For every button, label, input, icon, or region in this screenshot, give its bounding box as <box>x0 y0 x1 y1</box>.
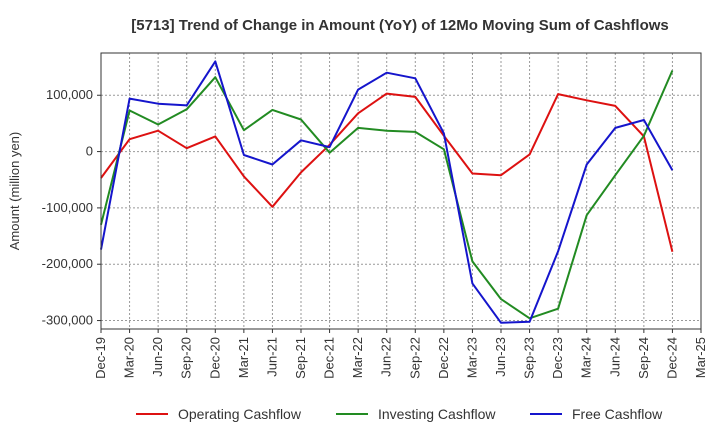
x-tick-label: Mar-20 <box>122 337 137 378</box>
x-tick-label: Jun-21 <box>264 337 279 377</box>
plot-area-frame <box>100 52 702 330</box>
legend-label: Free Cashflow <box>572 406 663 422</box>
x-tick-label: Jun-22 <box>379 337 394 377</box>
x-tick-label: Mar-23 <box>464 337 479 378</box>
x-tick-label: Mar-25 <box>693 337 708 378</box>
x-tick-label: Dec-22 <box>436 337 451 379</box>
y-tick-label: -100,000 <box>42 200 93 215</box>
series-line-investing-cashflow <box>100 70 674 320</box>
plot-series <box>100 60 674 324</box>
legend-label: Investing Cashflow <box>378 406 496 422</box>
x-tick-label: Dec-20 <box>207 337 222 379</box>
x-tick-label: Mar-21 <box>236 337 251 378</box>
y-tick-label: 100,000 <box>46 87 93 102</box>
x-tick-label: Mar-22 <box>350 337 365 378</box>
x-tick-label: Jun-23 <box>493 337 508 377</box>
x-tick-label: Sep-22 <box>407 337 422 379</box>
x-tick-label: Sep-24 <box>636 337 651 379</box>
series-line-free-cashflow <box>100 60 674 324</box>
x-tick-label: Sep-23 <box>522 337 537 379</box>
y-tick-label: -300,000 <box>42 313 93 328</box>
y-tick-label: -200,000 <box>42 256 93 271</box>
series-line-operating-cashflow <box>100 92 674 253</box>
y-axis-label: Amount (million yen) <box>7 132 22 251</box>
y-axis-ticks: 100,000 0 -100,000 -200,000 -300,000 <box>42 87 101 328</box>
x-tick-label: Jun-24 <box>607 337 622 377</box>
x-tick-label: Jun-20 <box>150 337 165 377</box>
y-tick-label: 0 <box>86 144 93 159</box>
legend-label: Operating Cashflow <box>178 406 302 422</box>
x-tick-label: Dec-24 <box>664 337 679 379</box>
x-axis-ticks: Dec-19 Mar-20 Jun-20 Sep-20 Dec-20 Mar-21 Jun-… <box>93 329 708 379</box>
x-tick-label: Dec-19 <box>93 337 108 379</box>
x-tick-label: Sep-21 <box>293 337 308 379</box>
x-tick-label: Dec-23 <box>550 337 565 379</box>
x-tick-label: Dec-21 <box>322 337 337 379</box>
x-tick-label: Sep-20 <box>179 337 194 379</box>
legend: Operating Cashflow Investing Cashflow Free… <box>136 406 663 422</box>
chart-title: [5713] Trend of Change in Amount (YoY) o… <box>131 17 669 34</box>
x-tick-label: Mar-24 <box>579 337 594 378</box>
